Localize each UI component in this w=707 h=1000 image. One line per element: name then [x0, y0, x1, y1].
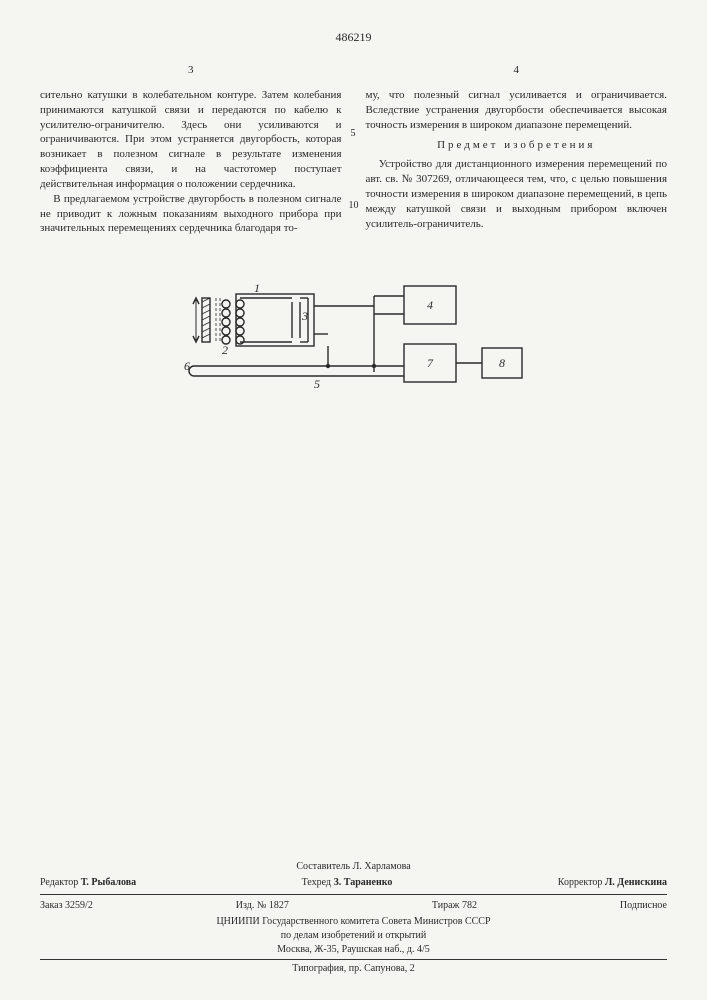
left-column: 3 сительно катушки в колебательном конту…: [40, 63, 342, 236]
order-number: Заказ 3259/2: [40, 899, 93, 913]
org-line-1: ЦНИИПИ Государственного комитета Совета …: [40, 915, 667, 929]
svg-text:2: 2: [222, 343, 228, 357]
right-column: 4 му, что полезный сигнал усиливается и …: [366, 63, 668, 236]
document-number: 486219: [40, 30, 667, 45]
print-run: Тираж 782: [432, 899, 477, 913]
tech-name: З. Тараненко: [334, 877, 393, 888]
compiler-name: Л. Харламова: [353, 861, 411, 872]
left-page-number: 3: [40, 63, 342, 78]
svg-text:6: 6: [184, 359, 190, 373]
left-para-1: сительно катушки в колебательном контуре…: [40, 88, 342, 192]
svg-text:4: 4: [427, 298, 433, 312]
edition-number: Изд. № 1827: [236, 899, 289, 913]
subject-heading: Предмет изобретения: [366, 138, 668, 153]
corrector-name: Л. Денискина: [605, 877, 667, 888]
svg-text:1: 1: [254, 281, 260, 295]
svg-text:3: 3: [301, 309, 308, 323]
subscription: Подписное: [620, 899, 667, 913]
org-line-2: по делам изобретений и открытий: [40, 929, 667, 943]
svg-text:7: 7: [427, 356, 434, 370]
corrector-label: Корректор: [558, 877, 603, 888]
editor-name: Т. Рыбалова: [81, 877, 136, 888]
address: Москва, Ж-35, Раушская наб., д. 4/5: [40, 943, 667, 957]
circuit-diagram: 1 2 3 4 5 6 7 8: [40, 276, 667, 406]
svg-text:5: 5: [314, 377, 320, 391]
right-para-2: Устройство для дистанционного измерения …: [366, 157, 668, 231]
right-para-1: му, что полезный сигнал усиливается и ог…: [366, 88, 668, 133]
text-columns: 3 сительно катушки в колебательном конту…: [40, 63, 667, 236]
imprint-footer: Составитель Л. Харламова Редактор Т. Рыб…: [40, 860, 667, 976]
right-page-number: 4: [366, 63, 668, 78]
svg-text:8: 8: [499, 356, 505, 370]
editor-label: Редактор: [40, 877, 78, 888]
line-mark-5: 5: [351, 127, 356, 141]
tech-label: Техред: [302, 877, 331, 888]
left-para-2: В предлагаемом устройстве двугорбость в …: [40, 192, 342, 237]
typography: Типография, пр. Сапунова, 2: [40, 962, 667, 976]
line-mark-10: 10: [349, 199, 359, 213]
compiler-label: Составитель: [296, 861, 350, 872]
